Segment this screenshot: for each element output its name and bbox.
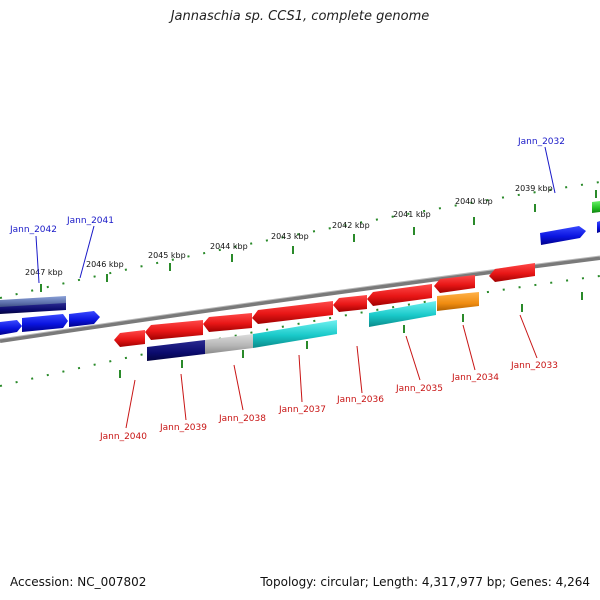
- gene-label-jann-2035: Jann_2035: [395, 384, 443, 394]
- gene-forward[interactable]: [69, 311, 100, 327]
- reverse-label-leaders: [125, 314, 538, 429]
- gene-label-jann-2040: Jann_2040: [99, 432, 147, 442]
- scale-label: 2043 kbp: [271, 232, 309, 241]
- gene-label-jann-2033: Jann_2033: [510, 361, 558, 371]
- map-title: Jannaschia sp. CCS1, complete genome: [170, 9, 430, 24]
- cog-bar: [592, 201, 600, 213]
- gene-jann-2038[interactable]: [203, 313, 252, 332]
- gene-label-jann-2042: Jann_2042: [9, 225, 57, 235]
- gene-jann-2041[interactable]: [22, 314, 68, 332]
- genome-stats-text: Topology: circular; Length: 4,317,977 bp…: [260, 575, 590, 589]
- cog-bar: [205, 334, 253, 354]
- accession-text: Accession: NC_007802: [10, 575, 147, 589]
- gene-label-jann-2039: Jann_2039: [159, 423, 207, 433]
- inner-major-ticks: [119, 292, 583, 378]
- cog-bar: [147, 340, 205, 361]
- gene-jann-2036[interactable]: [333, 295, 367, 312]
- gene-jann-2033[interactable]: [489, 263, 535, 282]
- scale-label: 2045 kbp: [148, 251, 186, 260]
- gene-jann-2037[interactable]: [252, 301, 333, 324]
- outer-major-ticks: [40, 190, 597, 292]
- scale-label: 2041 kbp: [393, 210, 431, 219]
- cog-bar: [369, 301, 436, 327]
- scale-label: 2039 kbp: [515, 184, 553, 193]
- cog-bar: [0, 303, 66, 314]
- scale-label: 2047 kbp: [25, 268, 63, 277]
- gene-jann-2042[interactable]: [0, 320, 22, 335]
- gene-forward[interactable]: [597, 221, 600, 233]
- gene-label-jann-2041: Jann_2041: [66, 216, 114, 226]
- scale-label: 2042 kbp: [332, 221, 370, 230]
- gene-jann-2034[interactable]: [434, 275, 475, 293]
- gene-jann-2035[interactable]: [367, 284, 432, 306]
- gene-label-jann-2036: Jann_2036: [336, 395, 384, 405]
- gene-jann-2032[interactable]: [540, 226, 586, 245]
- scale-label: 2044 kbp: [210, 242, 248, 251]
- gene-jann-2039[interactable]: [145, 320, 203, 340]
- scale-label: 2040 kbp: [455, 197, 493, 206]
- forward-label-leaders: [35, 146, 556, 284]
- cog-bar: [437, 292, 479, 311]
- gene-jann-2040[interactable]: [114, 330, 145, 347]
- gene-label-jann-2032: Jann_2032: [517, 137, 565, 147]
- gene-label-jann-2034: Jann_2034: [451, 373, 499, 383]
- cog-bar: [253, 320, 337, 348]
- gene-label-jann-2037: Jann_2037: [278, 405, 326, 415]
- gene-label-jann-2038: Jann_2038: [218, 414, 266, 424]
- scale-label: 2046 kbp: [86, 260, 124, 269]
- scale-labels: 2047 kbp 2046 kbp 2045 kbp 2044 kbp 2043…: [25, 184, 553, 277]
